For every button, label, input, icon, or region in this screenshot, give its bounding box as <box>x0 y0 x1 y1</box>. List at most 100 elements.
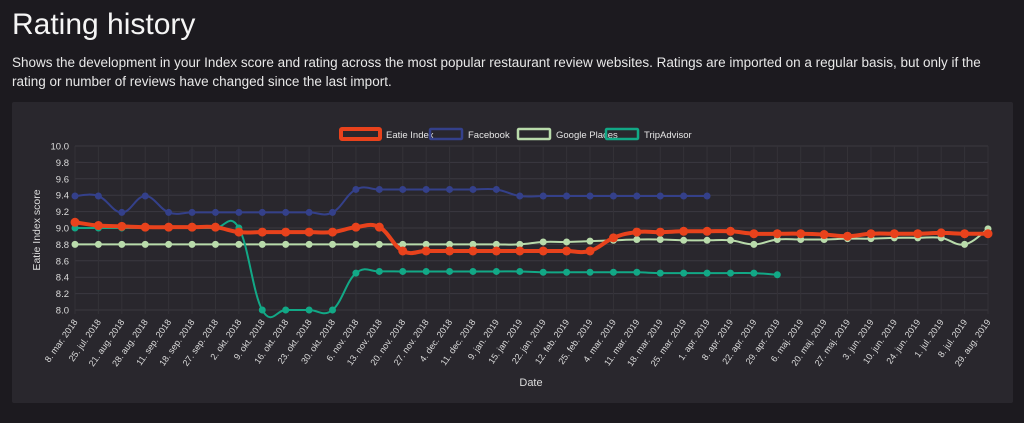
data-point[interactable] <box>539 238 547 246</box>
data-point[interactable] <box>983 229 993 239</box>
data-point[interactable] <box>516 267 524 275</box>
data-point[interactable] <box>305 240 313 248</box>
data-point[interactable] <box>211 240 219 248</box>
data-point[interactable] <box>726 269 734 277</box>
data-point[interactable] <box>960 229 970 239</box>
data-point[interactable] <box>399 267 407 275</box>
data-point[interactable] <box>819 230 829 240</box>
data-point[interactable] <box>374 222 384 232</box>
data-point[interactable] <box>703 236 711 244</box>
data-point[interactable] <box>118 208 126 216</box>
data-point[interactable] <box>375 267 383 275</box>
data-point[interactable] <box>609 192 617 200</box>
data-point[interactable] <box>633 235 641 243</box>
data-point[interactable] <box>749 229 759 239</box>
data-point[interactable] <box>352 240 360 248</box>
data-point[interactable] <box>352 269 360 277</box>
data-point[interactable] <box>445 246 455 256</box>
data-point[interactable] <box>94 192 102 200</box>
data-point[interactable] <box>750 240 758 248</box>
data-point[interactable] <box>491 246 501 256</box>
data-point[interactable] <box>164 222 174 232</box>
data-point[interactable] <box>702 226 712 236</box>
data-point[interactable] <box>726 236 734 244</box>
data-point[interactable] <box>750 269 758 277</box>
data-point[interactable] <box>71 240 79 248</box>
data-point[interactable] <box>328 227 338 237</box>
data-point[interactable] <box>563 238 571 246</box>
data-point[interactable] <box>446 185 454 193</box>
data-point[interactable] <box>562 246 572 256</box>
legend-item-tripadvisor[interactable]: TripAdvisor <box>604 127 692 141</box>
data-point[interactable] <box>258 208 266 216</box>
data-point[interactable] <box>608 233 618 243</box>
data-point[interactable] <box>936 228 946 238</box>
data-point[interactable] <box>889 229 899 239</box>
data-point[interactable] <box>586 237 594 245</box>
data-point[interactable] <box>94 240 102 248</box>
data-point[interactable] <box>796 229 806 239</box>
data-point[interactable] <box>586 268 594 276</box>
data-point[interactable] <box>680 192 688 200</box>
data-point[interactable] <box>422 185 430 193</box>
data-point[interactable] <box>421 246 431 256</box>
data-point[interactable] <box>843 231 853 241</box>
data-point[interactable] <box>305 208 313 216</box>
data-point[interactable] <box>446 267 454 275</box>
data-point[interactable] <box>680 236 688 244</box>
data-point[interactable] <box>468 246 478 256</box>
data-point[interactable] <box>680 269 688 277</box>
data-point[interactable] <box>329 306 337 314</box>
data-point[interactable] <box>188 208 196 216</box>
data-point[interactable] <box>563 192 571 200</box>
data-point[interactable] <box>422 267 430 275</box>
data-point[interactable] <box>469 185 477 193</box>
data-point[interactable] <box>258 306 266 314</box>
data-point[interactable] <box>725 226 735 236</box>
data-point[interactable] <box>70 217 80 227</box>
data-point[interactable] <box>141 240 149 248</box>
data-point[interactable] <box>679 226 689 236</box>
data-point[interactable] <box>187 222 197 232</box>
data-point[interactable] <box>586 192 594 200</box>
data-point[interactable] <box>772 229 782 239</box>
data-point[interactable] <box>773 271 781 279</box>
data-point[interactable] <box>140 222 150 232</box>
data-point[interactable] <box>399 185 407 193</box>
data-point[interactable] <box>281 227 291 237</box>
legend-item-eatie-index[interactable]: Eatie Index <box>339 127 434 141</box>
data-point[interactable] <box>329 240 337 248</box>
data-point[interactable] <box>469 267 477 275</box>
data-point[interactable] <box>539 268 547 276</box>
data-point[interactable] <box>656 192 664 200</box>
data-point[interactable] <box>633 268 641 276</box>
data-point[interactable] <box>352 185 360 193</box>
chart-legend[interactable]: Eatie Index Facebook Google Places TripAdvi… <box>339 127 692 141</box>
data-point[interactable] <box>141 192 149 200</box>
data-point[interactable] <box>538 246 548 256</box>
data-point[interactable] <box>866 229 876 239</box>
data-point[interactable] <box>118 240 126 248</box>
data-point[interactable] <box>563 268 571 276</box>
data-point[interactable] <box>93 221 103 231</box>
data-point[interactable] <box>210 222 220 232</box>
data-point[interactable] <box>165 208 173 216</box>
data-point[interactable] <box>703 192 711 200</box>
data-point[interactable] <box>539 192 547 200</box>
legend-item-google-places[interactable]: Google Places <box>516 127 618 141</box>
data-point[interactable] <box>609 268 617 276</box>
data-point[interactable] <box>398 246 408 256</box>
data-point[interactable] <box>351 222 361 232</box>
data-point[interactable] <box>235 208 243 216</box>
data-point[interactable] <box>961 240 969 248</box>
data-point[interactable] <box>304 227 314 237</box>
data-point[interactable] <box>585 246 595 256</box>
data-point[interactable] <box>211 208 219 216</box>
data-point[interactable] <box>656 269 664 277</box>
data-point[interactable] <box>329 208 337 216</box>
data-point[interactable] <box>117 221 127 231</box>
data-point[interactable] <box>165 240 173 248</box>
legend-item-facebook[interactable]: Facebook <box>428 127 510 141</box>
data-point[interactable] <box>516 192 524 200</box>
data-point[interactable] <box>656 235 664 243</box>
